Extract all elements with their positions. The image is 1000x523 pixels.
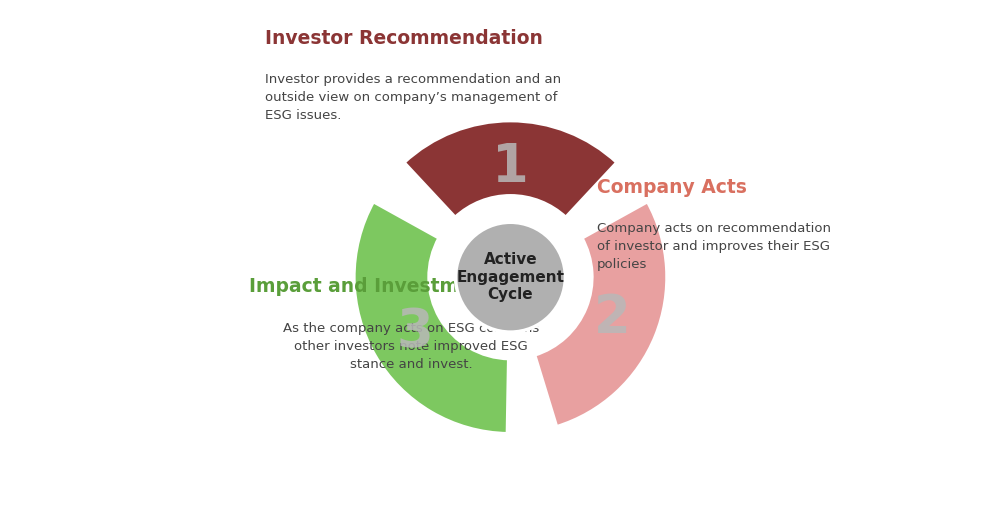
Text: 2: 2 [594,292,631,344]
Text: As the company acts on ESG concerns
other investors note improved ESG
stance and: As the company acts on ESG concerns othe… [283,322,539,371]
Text: Active
Engagement
Cycle: Active Engagement Cycle [456,252,564,302]
Text: Company Acts: Company Acts [597,178,747,197]
Text: 3: 3 [397,306,434,358]
Text: Investor Recommendation: Investor Recommendation [265,29,543,48]
Text: Impact and Investment: Impact and Investment [249,277,494,296]
Circle shape [456,222,565,332]
Wedge shape [403,120,617,218]
Text: Investor provides a recommendation and an
outside view on company’s management o: Investor provides a recommendation and a… [265,73,561,122]
Text: Company acts on recommendation
of investor and improves their ESG
policies: Company acts on recommendation of invest… [597,222,831,271]
Wedge shape [534,201,667,427]
Wedge shape [354,201,509,434]
Text: 1: 1 [492,141,529,194]
